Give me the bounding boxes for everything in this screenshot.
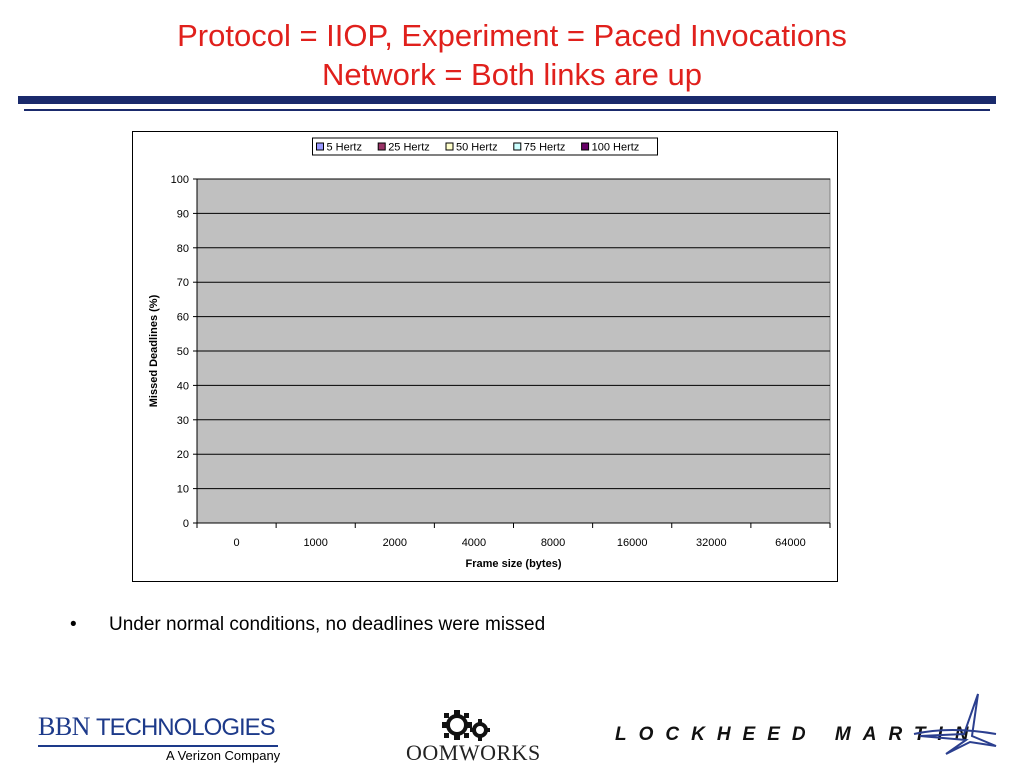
legend-entry: 5 Hertz	[327, 142, 362, 154]
bbn-logo-rule	[38, 745, 278, 747]
legend-entry: 50 Hertz	[456, 142, 498, 154]
bullet-marker: •	[70, 614, 77, 635]
legend-swatch	[445, 142, 454, 151]
lockheed-martin-logo: LOCKHEED MARTIN	[610, 690, 1010, 760]
bbn-logo-tech: TECHNOLOGIES	[95, 714, 276, 741]
title-line-2: Network = Both links are up	[322, 57, 702, 92]
bbn-logo-subtitle: A Verizon Company	[166, 748, 281, 763]
x-tick-label: 32000	[696, 537, 727, 549]
header-rule-thick	[18, 96, 996, 104]
oomworks-wordmark: OOMWORKS	[406, 740, 541, 765]
y-tick-label: 80	[177, 243, 189, 255]
bullet-text: Under normal conditions, no deadlines we…	[109, 614, 546, 635]
legend: 5 Hertz 25 Hertz 50 Hertz 75 Hertz 100 Hertz	[312, 137, 658, 156]
x-tick-label: 1000	[303, 537, 327, 549]
y-tick-label: 10	[177, 484, 189, 496]
oomworks-logo: OOMWORKS	[402, 708, 552, 768]
legend-entry: 75 Hertz	[524, 142, 566, 154]
y-tick-label: 100	[171, 174, 189, 186]
legend-swatch	[581, 142, 590, 151]
bbn-logo-wordmark: BBN TECHNOLOGIES	[38, 712, 276, 742]
x-tick-label: 64000	[775, 537, 806, 549]
legend-swatch	[316, 142, 324, 151]
x-axis-label: Frame size (bytes)	[466, 558, 562, 570]
star-swoosh-icon	[913, 693, 997, 755]
x-tick-label: 8000	[541, 537, 565, 549]
x-tick-label: 0	[234, 537, 240, 549]
slide-title: Protocol = IIOP, Experiment = Paced Invo…	[0, 16, 1024, 94]
gears-icon	[442, 710, 490, 741]
lockheed-martin-wordmark: LOCKHEED MARTIN	[615, 724, 981, 745]
bbn-logo: BBN TECHNOLOGIES A Verizon Company	[36, 712, 286, 763]
legend-entry: 100 Hertz	[592, 142, 640, 154]
y-tick-label: 50	[177, 346, 189, 358]
legend-swatch	[513, 142, 522, 151]
y-tick-label: 0	[183, 518, 189, 530]
y-axis-label: Missed Deadlines (%)	[148, 294, 160, 407]
y-tick-label: 30	[177, 415, 189, 427]
y-tick-label: 40	[177, 380, 189, 392]
legend-entry: 25 Hertz	[388, 142, 430, 154]
x-tick-label: 2000	[383, 537, 407, 549]
bbn-logo-name: BBN	[38, 712, 90, 741]
x-tick-label: 16000	[617, 537, 648, 549]
title-line-1: Protocol = IIOP, Experiment = Paced Invo…	[177, 18, 847, 53]
legend-swatch	[377, 142, 386, 151]
y-tick-label: 90	[177, 208, 189, 220]
x-tick-label: 4000	[462, 537, 486, 549]
y-tick-label: 20	[177, 449, 189, 461]
y-tick-label: 70	[177, 277, 189, 289]
chart-frame: 0 10 20 30 40 50 60 70 80 90 100 0 1000 2000 4000 8000 1…	[132, 131, 838, 582]
header-rule-thin	[24, 109, 990, 111]
legend-box	[312, 137, 658, 156]
y-tick-label: 60	[177, 312, 189, 324]
